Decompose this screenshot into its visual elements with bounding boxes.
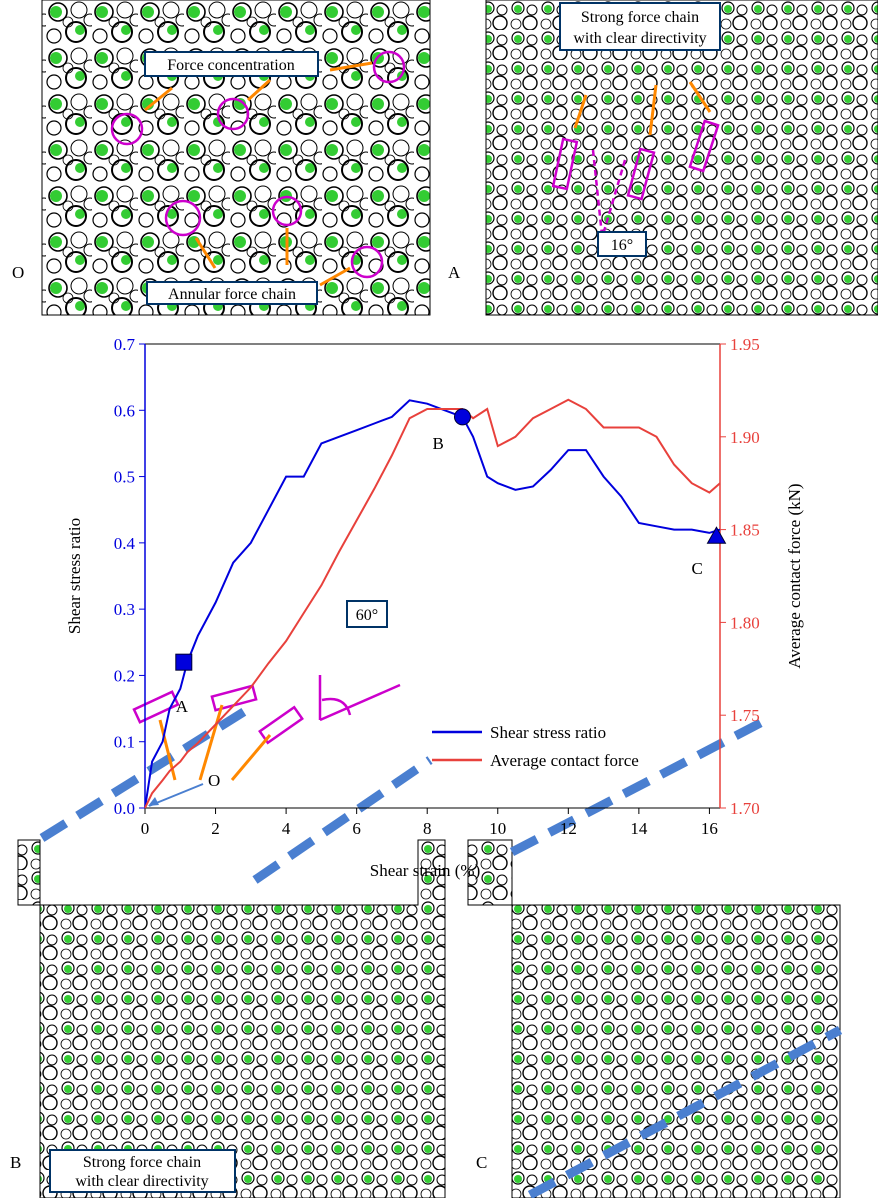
panel-a: A Strong force chain with clear directiv… [448, 0, 878, 316]
y2-tick-label: 1.85 [730, 521, 760, 540]
panel-c: C [467, 714, 843, 1199]
annotation: Strong force chain [83, 1154, 201, 1171]
annotation: Force concentration [167, 57, 295, 74]
point-label: O [208, 771, 220, 790]
plot-frame [144, 343, 721, 809]
x-tick-label: 8 [423, 819, 432, 838]
panel-label: A [448, 263, 461, 282]
x-tick-label: 6 [352, 819, 361, 838]
y2-tick-label: 1.90 [730, 428, 760, 447]
legend-label: Shear stress ratio [490, 723, 606, 742]
y-tick-label: 0.0 [114, 799, 135, 818]
chart: 0 2 4 6 8 10 12 14 16 0.0 0.1 0.2 0.3 0.4 0.5 0.6 0.7 1.7… [114, 335, 760, 838]
legend-label: Average contact force [490, 751, 639, 770]
line-series [144, 399, 721, 809]
x-axis-title: Shear strain (%) [370, 861, 480, 880]
panel-label: O [12, 263, 24, 282]
y-tick-label: 0.1 [114, 733, 135, 752]
y-tick-label: 0.2 [114, 666, 135, 685]
annotation: 16° [611, 237, 633, 254]
y-tick-label: 0.3 [114, 600, 135, 619]
x-tick-label: 2 [211, 819, 220, 838]
arrow-head [148, 797, 159, 806]
y2-axis-title: Average contact force (kN) [785, 483, 804, 668]
y2-tick-label: 1.80 [730, 613, 760, 632]
point-label: A [176, 697, 189, 716]
marker [453, 408, 471, 426]
x-tick-label: 12 [560, 819, 577, 838]
x-tick-label: 16 [701, 819, 718, 838]
marker [175, 653, 193, 671]
panel-label: B [10, 1153, 21, 1172]
panel-o: O Force concentration Annular force chai… [12, 0, 431, 316]
y-tick-label: 0.6 [114, 401, 135, 420]
annotation: 60° [356, 607, 378, 624]
y-axis-title: Shear stress ratio [65, 518, 84, 634]
annotation: Annular force chain [168, 286, 296, 303]
panel-b: B 60° Strong force chain with clear dire… [10, 600, 446, 1199]
annotation: with clear directivity [573, 30, 706, 47]
point-label: B [432, 434, 443, 453]
marker [148, 783, 204, 807]
y-tick-label: 0.7 [114, 335, 136, 354]
line-series [144, 398, 721, 809]
point-label: C [691, 559, 702, 578]
y2-tick-label: 1.75 [730, 706, 760, 725]
y-tick-label: 0.4 [114, 534, 136, 553]
annotation: Strong force chain [581, 9, 699, 26]
panel-label: C [476, 1153, 487, 1172]
y2-tick-label: 1.70 [730, 799, 760, 818]
x-tick-label: 10 [489, 819, 506, 838]
marker [706, 526, 727, 544]
x-tick-label: 4 [282, 819, 291, 838]
x-tick-label: 14 [630, 819, 648, 838]
annotation: with clear directivity [75, 1173, 208, 1190]
x-tick-label: 0 [141, 819, 150, 838]
y2-tick-label: 1.95 [730, 335, 760, 354]
y-tick-label: 0.5 [114, 468, 135, 487]
